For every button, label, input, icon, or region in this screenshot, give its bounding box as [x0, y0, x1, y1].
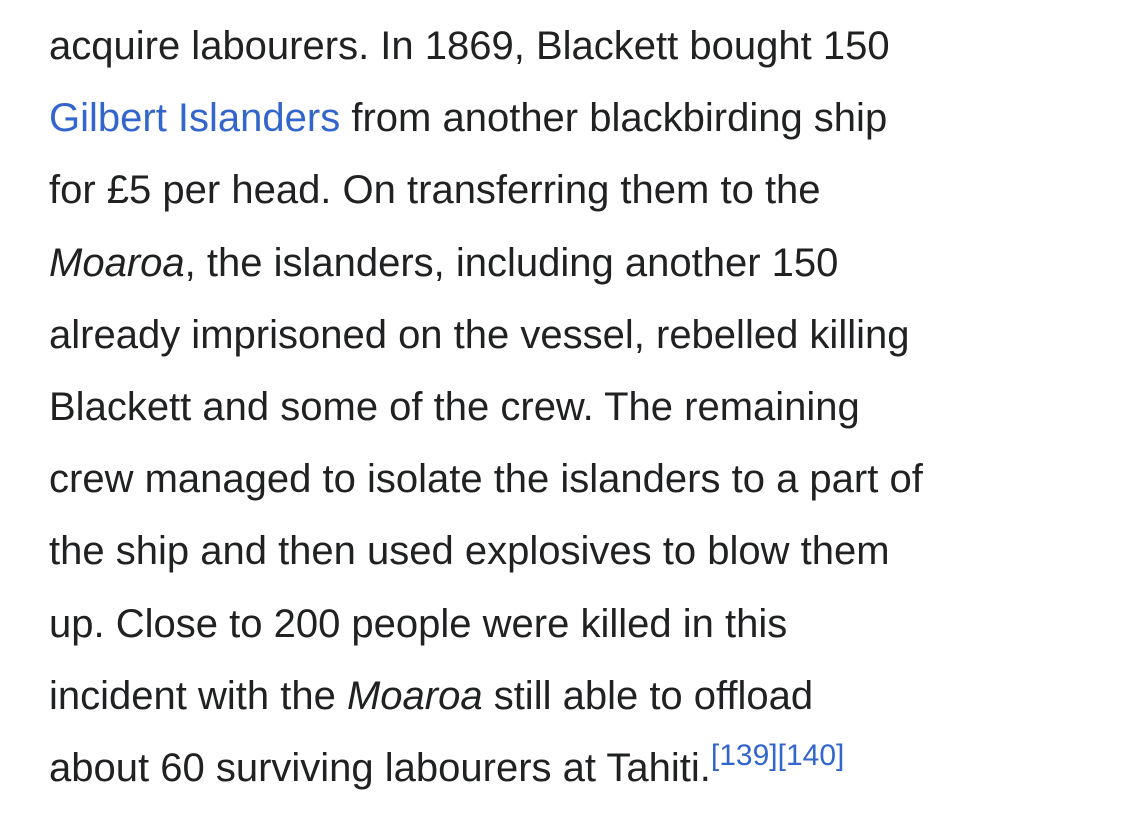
article-paragraph: acquire labourers. In 1869, Blackett bou… [49, 10, 1089, 804]
paragraph-text: , the islanders, including another 150 [184, 240, 839, 285]
paragraph-line: about 60 surviving labourers at Tahiti.[… [49, 732, 1089, 804]
paragraph-text: Blackett and some of the crew. The remai… [49, 384, 860, 429]
paragraph-line: up. Close to 200 people were killed in t… [49, 588, 1089, 660]
paragraph-text: already imprisoned on the vessel, rebell… [49, 312, 910, 357]
paragraph-line: for £5 per head. On transferring them to… [49, 154, 1089, 226]
ship-name-italic: Moaroa [49, 240, 185, 285]
gilbert-islanders-link[interactable]: Gilbert Islanders [49, 96, 341, 141]
paragraph-line: the ship and then used explosives to blo… [49, 515, 1089, 587]
paragraph-text: crew managed to isolate the islanders to… [49, 457, 923, 502]
paragraph-line: Gilbert Islanders from another blackbird… [49, 82, 1089, 154]
paragraph-text: for £5 per head. On transferring them to… [49, 168, 821, 213]
paragraph-text: still able to offload [482, 673, 814, 718]
paragraph-line: Moaroa, the islanders, including another… [49, 227, 1089, 299]
paragraph-line: acquire labourers. In 1869, Blackett bou… [49, 10, 1089, 82]
paragraph-text: up. Close to 200 people were killed in t… [49, 601, 788, 646]
ship-name-italic: Moaroa [346, 673, 483, 718]
paragraph-line: Blackett and some of the crew. The remai… [49, 371, 1089, 443]
paragraph-text: from another blackbirding ship [340, 96, 888, 141]
paragraph-line: incident with the Moaroa still able to o… [49, 660, 1089, 732]
paragraph-text: the ship and then used explosives to blo… [49, 529, 890, 574]
paragraph-text: about 60 surviving labourers at Tahiti. [49, 745, 711, 790]
citation-link-139[interactable]: [139] [710, 738, 778, 772]
paragraph-line: crew managed to isolate the islanders to… [49, 443, 1089, 515]
paragraph-text: incident with the [49, 673, 347, 718]
paragraph-line: already imprisoned on the vessel, rebell… [49, 299, 1089, 371]
paragraph-text: acquire labourers. In 1869, Blackett bou… [49, 24, 890, 68]
citation-link-140[interactable]: [140] [777, 738, 845, 772]
